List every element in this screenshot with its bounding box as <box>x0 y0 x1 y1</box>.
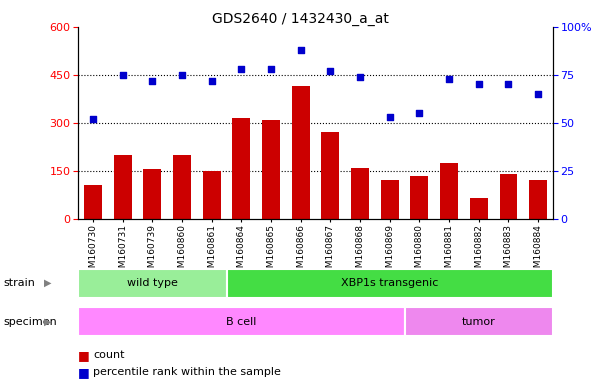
Bar <box>410 176 429 219</box>
Point <box>385 114 394 120</box>
Bar <box>351 168 369 219</box>
Bar <box>322 132 340 219</box>
Point <box>415 110 424 116</box>
Point <box>118 72 127 78</box>
Bar <box>144 169 161 219</box>
Text: wild type: wild type <box>127 278 178 288</box>
Bar <box>440 163 458 219</box>
Bar <box>292 86 310 219</box>
Point <box>533 91 543 97</box>
Point <box>147 78 157 84</box>
Text: B cell: B cell <box>226 316 257 327</box>
Text: ■: ■ <box>78 366 90 379</box>
Point <box>207 78 216 84</box>
Point <box>444 76 454 82</box>
Text: ▶: ▶ <box>44 278 51 288</box>
Bar <box>114 155 132 219</box>
Bar <box>529 180 547 219</box>
Bar <box>262 120 280 219</box>
Text: strain: strain <box>3 278 35 288</box>
Point <box>177 72 187 78</box>
Bar <box>227 268 553 298</box>
Point <box>237 66 246 72</box>
Point <box>88 116 98 122</box>
Text: ▶: ▶ <box>44 316 51 327</box>
Point <box>326 68 335 74</box>
Bar <box>404 307 553 336</box>
Bar <box>84 185 102 219</box>
Text: GDS2640 / 1432430_a_at: GDS2640 / 1432430_a_at <box>212 12 389 25</box>
Point <box>266 66 276 72</box>
Text: percentile rank within the sample: percentile rank within the sample <box>93 367 281 377</box>
Bar <box>78 268 227 298</box>
Bar <box>78 307 404 336</box>
Bar <box>381 180 398 219</box>
Point <box>504 81 513 88</box>
Bar <box>470 198 487 219</box>
Text: tumor: tumor <box>462 316 496 327</box>
Text: count: count <box>93 350 124 360</box>
Text: ■: ■ <box>78 349 90 362</box>
Bar <box>233 118 250 219</box>
Text: XBP1s transgenic: XBP1s transgenic <box>341 278 438 288</box>
Point <box>355 74 365 80</box>
Bar <box>499 174 517 219</box>
Text: specimen: specimen <box>3 316 56 327</box>
Point <box>474 81 484 88</box>
Point <box>296 47 305 53</box>
Bar <box>173 155 191 219</box>
Bar <box>203 171 221 219</box>
